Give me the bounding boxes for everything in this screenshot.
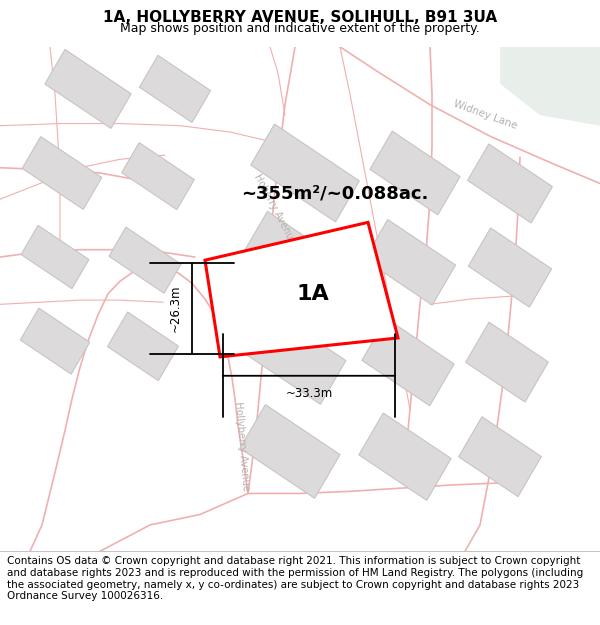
Polygon shape bbox=[21, 226, 89, 289]
Polygon shape bbox=[467, 144, 553, 223]
Polygon shape bbox=[362, 318, 454, 406]
Polygon shape bbox=[240, 404, 340, 498]
Polygon shape bbox=[370, 131, 460, 215]
Polygon shape bbox=[205, 222, 398, 357]
Polygon shape bbox=[364, 219, 455, 305]
Polygon shape bbox=[469, 228, 551, 307]
Text: ~33.3m: ~33.3m bbox=[286, 386, 332, 399]
Text: Map shows position and indicative extent of the property.: Map shows position and indicative extent… bbox=[120, 22, 480, 35]
Polygon shape bbox=[242, 211, 348, 309]
Polygon shape bbox=[500, 47, 600, 126]
Text: Hoberry Avenue: Hoberry Avenue bbox=[252, 173, 298, 247]
Text: Contains OS data © Crown copyright and database right 2021. This information is : Contains OS data © Crown copyright and d… bbox=[7, 556, 583, 601]
Polygon shape bbox=[139, 56, 211, 123]
Text: ~26.3m: ~26.3m bbox=[169, 285, 182, 332]
Polygon shape bbox=[20, 308, 90, 374]
Polygon shape bbox=[22, 137, 102, 209]
Polygon shape bbox=[466, 322, 548, 402]
Polygon shape bbox=[244, 309, 346, 404]
Text: 1A, HOLLYBERRY AVENUE, SOLIHULL, B91 3UA: 1A, HOLLYBERRY AVENUE, SOLIHULL, B91 3UA bbox=[103, 10, 497, 25]
Text: ~355m²/~0.088ac.: ~355m²/~0.088ac. bbox=[241, 185, 428, 203]
Text: Widney Lane: Widney Lane bbox=[452, 99, 518, 131]
Polygon shape bbox=[109, 227, 181, 293]
Polygon shape bbox=[251, 124, 359, 222]
Text: Hollyberry Avenue: Hollyberry Avenue bbox=[233, 401, 251, 491]
Polygon shape bbox=[107, 312, 179, 381]
Polygon shape bbox=[458, 417, 541, 497]
Text: 1A: 1A bbox=[296, 284, 329, 304]
Polygon shape bbox=[359, 413, 451, 501]
Polygon shape bbox=[45, 49, 131, 128]
Polygon shape bbox=[122, 142, 194, 209]
